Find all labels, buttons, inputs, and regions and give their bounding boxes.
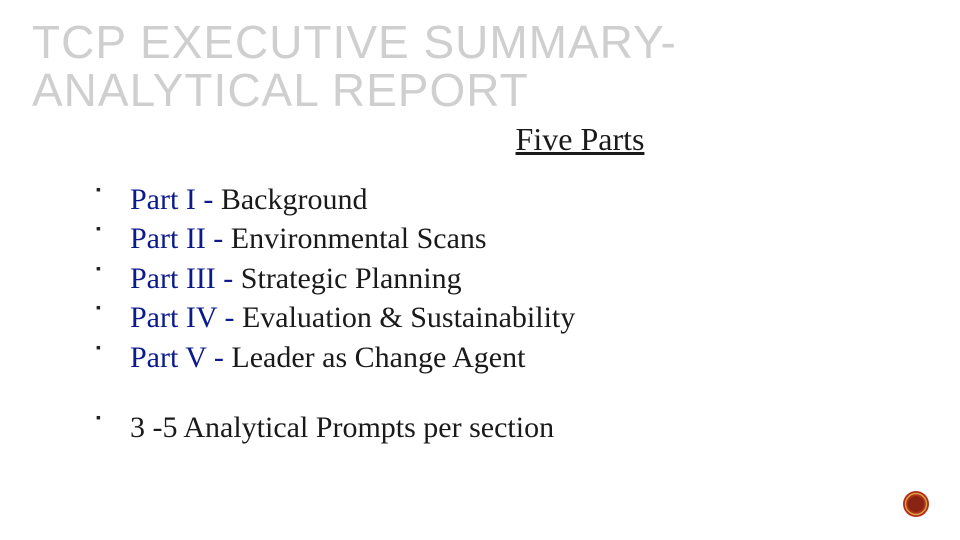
title-line-2: ANALYTICAL REPORT <box>32 64 529 116</box>
part-desc: Evaluation & Sustainability <box>242 301 575 334</box>
content-area: Part I - Background Part II - Environmen… <box>96 180 928 448</box>
footer-list: 3 -5 Analytical Prompts per section <box>96 408 928 448</box>
part-desc: Background <box>221 183 368 216</box>
list-item: Part V - Leader as Change Agent <box>96 338 928 378</box>
title-line-1: TCP EXECUTIVE SUMMARY- <box>32 16 677 68</box>
slide-subtitle: Five Parts <box>232 121 928 158</box>
slide-title: TCP EXECUTIVE SUMMARY- ANALYTICAL REPORT <box>32 18 928 115</box>
spacer <box>96 378 928 408</box>
list-item: Part IV - Evaluation & Sustainability <box>96 298 928 338</box>
list-item: Part II - Environmental Scans <box>96 219 928 259</box>
footer-text: 3 -5 Analytical Prompts per section <box>130 411 554 444</box>
slide: TCP EXECUTIVE SUMMARY- ANALYTICAL REPORT… <box>0 0 960 540</box>
part-label: Part II - <box>130 222 231 255</box>
list-item: Part III - Strategic Planning <box>96 259 928 299</box>
part-label: Part V - <box>130 341 231 374</box>
part-desc: Leader as Change Agent <box>231 341 525 374</box>
part-desc: Environmental Scans <box>231 222 487 255</box>
part-label: Part I - <box>130 183 221 216</box>
parts-list: Part I - Background Part II - Environmen… <box>96 180 928 378</box>
list-item: 3 -5 Analytical Prompts per section <box>96 408 928 448</box>
corner-ornament-icon <box>900 488 932 520</box>
part-desc: Strategic Planning <box>241 262 462 295</box>
list-item: Part I - Background <box>96 180 928 220</box>
part-label: Part III - <box>130 262 241 295</box>
part-label: Part IV - <box>130 301 242 334</box>
